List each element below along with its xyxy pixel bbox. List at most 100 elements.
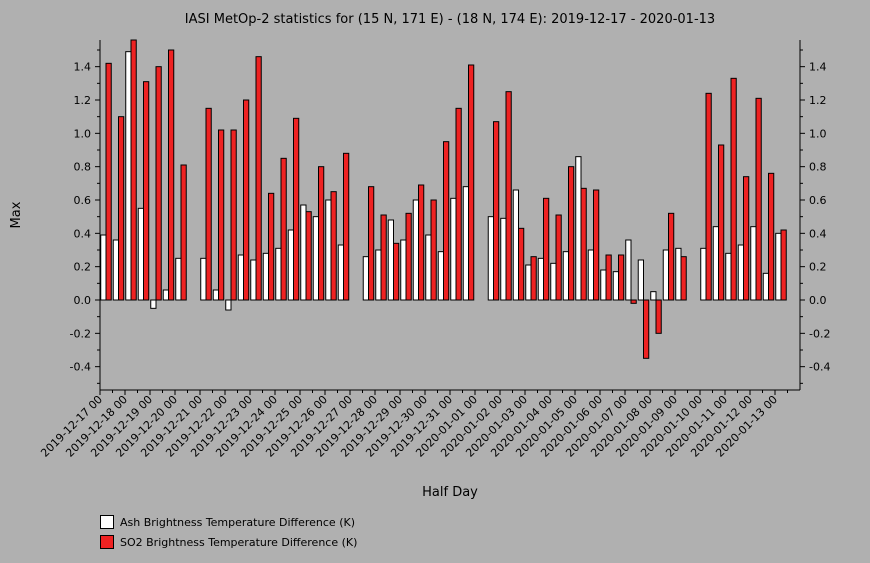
- ash-bar-29: [462, 186, 469, 301]
- ash-bar-2: [125, 51, 132, 301]
- ash-bar-28: [450, 197, 457, 301]
- ash-bar-16: [300, 204, 307, 301]
- ash-bar-32: [500, 217, 507, 301]
- ash-bar-22: [375, 249, 382, 301]
- so2-bar-39: [593, 189, 600, 301]
- y-tick-label-right: -0.4: [809, 361, 830, 374]
- so2-bar-40: [605, 254, 612, 301]
- ash-bar-43: [637, 259, 644, 301]
- ash-bar-1: [112, 239, 119, 301]
- ash-bar-54: [775, 232, 782, 301]
- ash-bar-12: [250, 259, 257, 301]
- ash-bar-13: [262, 252, 269, 301]
- so2-bar-24: [405, 212, 412, 301]
- y-tick-label-right: 0.2: [809, 261, 827, 274]
- so2-bar-41: [618, 254, 625, 301]
- ash-bar-50: [725, 252, 732, 301]
- so2-bar-42: [630, 299, 637, 304]
- ash-bar-40: [600, 269, 607, 301]
- ash-bar-5: [162, 289, 169, 301]
- so2-bar-11: [243, 99, 250, 301]
- ash-bar-0: [100, 234, 107, 301]
- so2-bar-23: [393, 242, 400, 301]
- ash-bar-52: [750, 226, 757, 301]
- y-tick-label-left: 1.2: [74, 94, 92, 107]
- so2-bar-8: [205, 107, 212, 301]
- so2-bar-3: [143, 81, 150, 301]
- so2-bar-52: [755, 97, 762, 301]
- legend-item-ash: Ash Brightness Temperature Difference (K…: [100, 512, 357, 532]
- ash-bar-4: [150, 299, 157, 309]
- so2-bar-22: [380, 214, 387, 301]
- y-tick-label-left: 0.4: [74, 227, 92, 240]
- ash-bar-36: [550, 262, 557, 301]
- so2-bar-32: [505, 91, 512, 301]
- y-tick-label-right: -0.2: [809, 327, 830, 340]
- ash-bar-17: [312, 216, 319, 301]
- y-tick-label-left: 0.8: [74, 161, 92, 174]
- so2-bar-2: [130, 39, 137, 301]
- ash-bar-21: [362, 256, 369, 301]
- so2-bar-46: [680, 256, 687, 301]
- ash-bar-25: [412, 199, 419, 301]
- so2-bar-1: [118, 116, 125, 301]
- legend-swatch-so2: [100, 535, 114, 549]
- ash-bar-10: [225, 299, 232, 311]
- so2-bar-14: [280, 157, 287, 301]
- ash-bar-8: [200, 257, 207, 301]
- y-tick-label-right: 0.8: [809, 161, 827, 174]
- legend-item-so2: SO2 Brightness Temperature Difference (K…: [100, 532, 357, 552]
- so2-bar-54: [780, 229, 787, 301]
- so2-bar-49: [718, 144, 725, 301]
- y-tick-label-right: 0.4: [809, 227, 827, 240]
- y-tick-label-left: 1.0: [74, 127, 92, 140]
- so2-bar-0: [105, 62, 112, 301]
- so2-bar-26: [430, 199, 437, 301]
- y-tick-label-left: 1.4: [74, 61, 92, 74]
- so2-bar-9: [218, 129, 225, 301]
- bars-layer: [100, 39, 787, 359]
- axes-layer: -0.4 -0.4 -0.2 -0.2 0.0 0.0 0.2 0.2 0.4 0.4 0.6 0.6…: [38, 40, 830, 460]
- ash-bar-41: [612, 271, 619, 301]
- so2-bar-4: [155, 66, 162, 301]
- ash-bar-3: [137, 207, 144, 301]
- y-tick-label-left: -0.2: [70, 327, 91, 340]
- ash-bar-37: [562, 251, 569, 301]
- y-tick-label-left: 0.2: [74, 261, 92, 274]
- so2-bar-37: [568, 166, 575, 301]
- legend: Ash Brightness Temperature Difference (K…: [100, 512, 357, 552]
- y-tick-label-left: 0.6: [74, 194, 92, 207]
- so2-bar-48: [705, 92, 712, 301]
- so2-bar-36: [555, 214, 562, 301]
- ash-bar-23: [387, 219, 394, 301]
- ash-bar-15: [287, 229, 294, 301]
- legend-swatch-ash: [100, 515, 114, 529]
- ash-bar-35: [537, 257, 544, 301]
- ash-bar-18: [325, 199, 332, 301]
- ash-bar-9: [212, 289, 219, 301]
- chart-title: IASI MetOp-2 statistics for (15 N, 171 E…: [185, 12, 715, 27]
- so2-bar-25: [418, 184, 425, 301]
- ash-bar-6: [175, 257, 182, 301]
- so2-bar-53: [768, 172, 775, 301]
- ash-bar-53: [762, 272, 769, 301]
- ash-bar-19: [337, 244, 344, 301]
- y-tick-label-right: 0.6: [809, 194, 827, 207]
- ash-bar-45: [662, 249, 669, 301]
- y-tick-label-left: 0.0: [74, 294, 92, 307]
- legend-label-so2: SO2 Brightness Temperature Difference (K…: [120, 535, 358, 549]
- so2-bar-44: [655, 299, 662, 334]
- ash-bar-39: [587, 249, 594, 301]
- so2-bar-16: [305, 211, 312, 301]
- so2-bar-43: [643, 299, 650, 359]
- so2-bar-19: [343, 152, 350, 301]
- y-tick-label-left: -0.4: [70, 361, 91, 374]
- so2-bar-34: [530, 256, 537, 301]
- legend-label-ash: Ash Brightness Temperature Difference (K…: [120, 515, 355, 529]
- ash-bar-38: [575, 156, 582, 301]
- ash-bar-48: [700, 247, 707, 301]
- y-tick-label-right: 1.2: [809, 94, 827, 107]
- ash-bar-27: [437, 251, 444, 301]
- ash-bar-42: [625, 239, 632, 301]
